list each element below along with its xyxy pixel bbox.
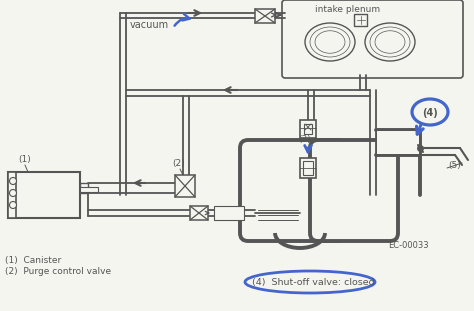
Ellipse shape bbox=[365, 23, 415, 61]
Text: vacuum: vacuum bbox=[130, 20, 169, 30]
Bar bbox=[354, 14, 367, 26]
Bar bbox=[80, 187, 98, 192]
Bar bbox=[8, 172, 80, 218]
Bar bbox=[190, 206, 208, 220]
Bar bbox=[376, 130, 420, 155]
Text: (4)  Shut-off valve: closed: (4) Shut-off valve: closed bbox=[252, 278, 374, 287]
Bar bbox=[255, 9, 275, 23]
Text: (2)  Purge control valve: (2) Purge control valve bbox=[5, 267, 111, 276]
Bar bbox=[320, 152, 360, 229]
Text: (3): (3) bbox=[298, 135, 311, 144]
Text: (1)  Canister: (1) Canister bbox=[5, 256, 61, 265]
FancyArrowPatch shape bbox=[174, 14, 190, 26]
Bar bbox=[214, 206, 244, 220]
Circle shape bbox=[9, 178, 17, 184]
Bar bbox=[304, 124, 312, 134]
Ellipse shape bbox=[305, 23, 355, 61]
Bar bbox=[377, 131, 419, 154]
Bar bbox=[300, 120, 316, 138]
Text: (4): (4) bbox=[422, 108, 438, 118]
Text: intake plenum: intake plenum bbox=[315, 5, 380, 14]
Bar bbox=[8, 172, 16, 218]
Bar bbox=[175, 175, 195, 197]
Text: (1): (1) bbox=[18, 155, 31, 164]
FancyBboxPatch shape bbox=[310, 140, 398, 241]
Text: (2): (2) bbox=[172, 159, 185, 168]
Bar bbox=[300, 158, 316, 178]
Bar bbox=[303, 161, 313, 175]
Circle shape bbox=[9, 202, 17, 208]
Text: (5): (5) bbox=[448, 161, 461, 170]
FancyBboxPatch shape bbox=[282, 0, 463, 78]
Circle shape bbox=[9, 189, 17, 197]
Bar bbox=[80, 183, 88, 193]
Text: EC-00033: EC-00033 bbox=[388, 241, 428, 250]
FancyBboxPatch shape bbox=[240, 140, 346, 241]
